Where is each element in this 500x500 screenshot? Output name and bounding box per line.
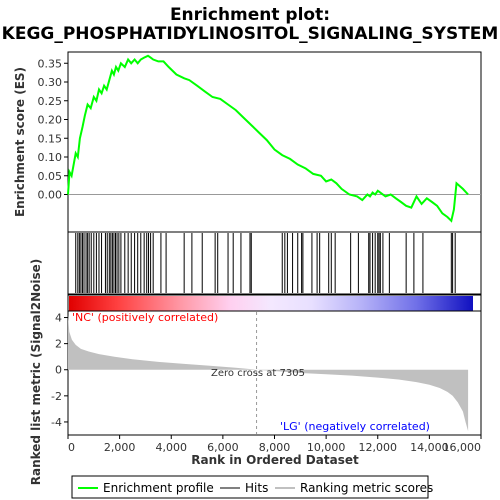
ranked-y-tick-label: 2 (55, 338, 62, 351)
x-tick-label: 12,000 (359, 441, 398, 454)
ranked-y-axis-label: Ranked list metric (Signal2Noise) (29, 259, 43, 486)
legend-ranked-label: Ranking metric scores (300, 481, 433, 495)
ranked-x-ticks: 0 2,000 4,000 6,000 8,000 10,000 12,000 14,0001… (67, 435, 482, 454)
x-tick-label: 8,000 (259, 441, 291, 454)
x-tick-label: 6,000 (207, 441, 239, 454)
ranked-y-tick-label: 4 (55, 312, 62, 325)
x-tick-label: 2,000 (104, 441, 136, 454)
x-tick-label: 14,000 (410, 441, 449, 454)
es-y-tick-label: 0.10 (38, 151, 63, 164)
ranked-y-tick-label: -2 (51, 390, 62, 403)
ranked-y-tick-label: 0 (55, 364, 62, 377)
zero-cross-label: Zero cross at 7305 (211, 368, 305, 379)
es-y-tick-label: 0.15 (38, 132, 63, 145)
plot-title-line1: Enrichment plot: (170, 5, 330, 25)
x-tick-label: 10,000 (307, 441, 346, 454)
es-panel: 0.00 0.05 0.10 0.15 0.20 0.25 0.30 0.35 Enrichm… (13, 51, 482, 233)
ranked-y-ticks: -4 -2 0 2 4 (51, 312, 68, 429)
es-y-tick-label: 0.25 (38, 95, 63, 108)
es-y-axis-label: Enrichment score (ES) (13, 67, 27, 217)
legend: Enrichment profile Hits Ranking metric s… (71, 475, 433, 499)
legend-hits-label: Hits (245, 481, 268, 495)
es-y-tick-label: 0.30 (38, 76, 63, 89)
es-y-tick-label: 0.35 (38, 57, 63, 70)
legend-frame (71, 475, 429, 499)
ranked-panel: -4 -2 0 2 4 0 2,000 4,000 6,000 8,000 10,000 12,00… (29, 259, 482, 486)
ranked-metric-area (68, 314, 469, 432)
es-y-tick-label: 0.20 (38, 114, 63, 127)
x-tick-label: 16,000 (443, 441, 482, 454)
negative-correlation-label: 'LG' (negatively correlated) (280, 420, 430, 433)
plot-title-line2: KEGG_PHOSPHATIDYLINOSITOL_SIGNALING_SYST… (2, 24, 499, 44)
es-y-tick-label: 0.05 (38, 170, 63, 183)
x-tick-label: 0 (68, 441, 75, 454)
hits-panel-frame (67, 231, 482, 295)
legend-profile-label: Enrichment profile (103, 481, 214, 495)
x-axis-label: Rank in Ordered Dataset (191, 453, 359, 467)
enrichment-profile-line (67, 54, 469, 223)
hit-marks (75, 233, 456, 293)
es-y-tick-label: 0.00 (38, 189, 63, 202)
x-tick-label: 4,000 (156, 441, 188, 454)
ranked-y-tick-label: -4 (51, 416, 62, 429)
positive-correlation-label: 'NC' (positively correlated) (72, 311, 218, 324)
rank-color-bar (67, 294, 482, 313)
hits-panel (67, 231, 482, 295)
rank-color-gradient (69, 296, 473, 311)
es-panel-frame (67, 51, 482, 233)
es-y-ticks: 0.00 0.05 0.10 0.15 0.20 0.25 0.30 0.35 (38, 57, 68, 202)
